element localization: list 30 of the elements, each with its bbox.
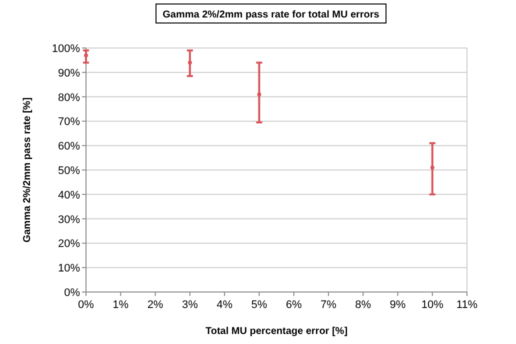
x-tick-label: 2% — [147, 299, 164, 311]
x-tick-label: 10% — [421, 299, 444, 311]
chart-title: Gamma 2%/2mm pass rate for total MU errors — [162, 10, 380, 20]
point — [257, 92, 262, 96]
x-tick-label: 1% — [112, 299, 129, 311]
y-tick-label: 30% — [58, 214, 80, 226]
y-axis-title: Gamma 2%/2mm pass rate [%] — [22, 97, 33, 243]
x-tick-label: 8% — [355, 299, 372, 311]
x-tick-label: 9% — [390, 299, 406, 311]
x-axis-title: Total MU percentage error [%] — [205, 326, 348, 337]
x-tick-label: 7% — [320, 299, 337, 311]
point — [188, 60, 192, 65]
x-tick-label: 6% — [286, 299, 302, 311]
y-tick-label: 40% — [58, 189, 80, 202]
y-tick-label: 0% — [64, 287, 80, 299]
x-tick-label: 11% — [456, 299, 478, 311]
x-tick-label: 3% — [182, 299, 198, 311]
y-tick-label: 20% — [58, 238, 80, 250]
y-tick-label: 60% — [58, 140, 80, 153]
y-tick-label: 90% — [58, 67, 80, 80]
y-tick-label: 80% — [58, 92, 80, 104]
point — [84, 53, 88, 58]
y-tick-label: 50% — [58, 165, 80, 177]
x-tick-label: 5% — [251, 299, 268, 311]
y-tick-label: 10% — [58, 262, 80, 275]
x-tick-label: 0% — [78, 299, 94, 311]
point — [430, 166, 434, 170]
y-tick-label: 100% — [52, 43, 80, 55]
y-tick-label: 70% — [58, 116, 80, 128]
x-tick-label: 4% — [216, 299, 233, 311]
